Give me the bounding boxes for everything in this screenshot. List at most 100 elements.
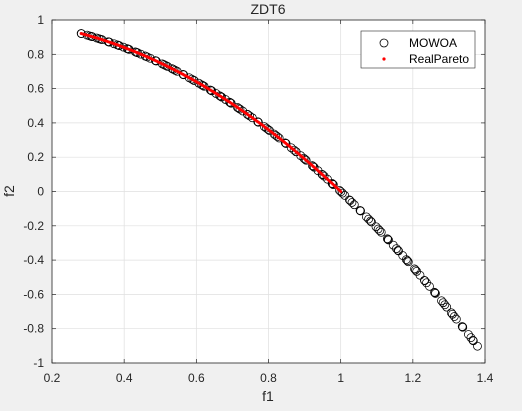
mowoa-point bbox=[438, 298, 448, 308]
mowoa-point bbox=[235, 104, 245, 114]
mowoa-point bbox=[335, 185, 344, 195]
series-mowoa bbox=[76, 29, 482, 351]
series-realpareto bbox=[79, 32, 343, 193]
mowoa-point bbox=[328, 180, 338, 189]
mowoa-point bbox=[403, 257, 413, 267]
x-tick-label: 0.6 bbox=[188, 371, 205, 385]
mowoa-point bbox=[402, 256, 412, 266]
mowoa-point bbox=[189, 76, 199, 85]
mowoa-point bbox=[281, 138, 291, 148]
mowoa-point bbox=[431, 289, 440, 298]
mowoa-point bbox=[376, 227, 386, 237]
mowoa-point bbox=[280, 138, 290, 148]
mowoa-point bbox=[225, 97, 234, 107]
mowoa-point bbox=[145, 53, 155, 63]
mowoa-point bbox=[243, 110, 253, 119]
y-tick-label: 1 bbox=[37, 13, 44, 27]
x-tick-label: 1 bbox=[337, 371, 344, 385]
legend-box bbox=[360, 30, 476, 69]
mowoa-point bbox=[349, 200, 359, 210]
mowoa-point bbox=[366, 216, 375, 226]
mowoa-point bbox=[451, 314, 461, 324]
mowoa-point bbox=[274, 133, 284, 143]
mowoa-point bbox=[261, 123, 271, 133]
mowoa-point bbox=[289, 145, 299, 155]
legend-label-realpareto: RealPareto bbox=[409, 52, 469, 66]
mowoa-point bbox=[263, 125, 273, 134]
mowoa-point bbox=[446, 308, 456, 318]
mowoa-point bbox=[187, 74, 197, 84]
legend-label-mowoa: MOWOA bbox=[409, 36, 457, 50]
mowoa-point bbox=[207, 86, 217, 96]
mowoa-point bbox=[308, 161, 317, 171]
mowoa-point bbox=[301, 155, 311, 165]
mowoa-point bbox=[308, 162, 318, 171]
y-tick-label: 0.2 bbox=[27, 150, 44, 164]
y-axis-ticks: -1 -0.8 -0.6 -0.4 -0.2 0 0.2 0.4 0.6 0.8 1 bbox=[23, 13, 485, 370]
y-tick-label: -0.4 bbox=[23, 253, 44, 267]
mowoa-point bbox=[336, 187, 346, 197]
x-tick-label: 1.2 bbox=[404, 371, 421, 385]
mowoa-point bbox=[411, 265, 420, 275]
y-tick-label: 0.6 bbox=[27, 82, 44, 96]
mowoa-point bbox=[318, 170, 328, 180]
mowoa-point bbox=[198, 81, 208, 90]
mowoa-point bbox=[140, 51, 150, 61]
mowoa-point bbox=[327, 179, 337, 188]
mowoa-point bbox=[271, 130, 281, 140]
mowoa-point bbox=[392, 244, 401, 253]
realpareto-point bbox=[339, 190, 343, 193]
chart-title: ZDT6 bbox=[251, 1, 286, 17]
mowoa-point bbox=[347, 198, 357, 207]
y-tick-label: -0.2 bbox=[23, 219, 44, 233]
mowoa-point bbox=[473, 341, 482, 351]
mowoa-point bbox=[151, 56, 161, 66]
mowoa-point bbox=[254, 117, 263, 127]
legend-marker-mowoa bbox=[379, 38, 389, 48]
mowoa-point bbox=[430, 287, 439, 297]
mowoa-point bbox=[226, 98, 235, 108]
mowoa-point bbox=[273, 132, 282, 142]
mowoa-point bbox=[382, 234, 392, 244]
mowoa-point bbox=[458, 322, 468, 332]
mowoa-point bbox=[179, 70, 188, 80]
mowoa-point bbox=[464, 330, 473, 339]
axes-box bbox=[51, 19, 486, 364]
mowoa-point bbox=[206, 86, 216, 95]
mowoa-point bbox=[468, 335, 478, 345]
y-tick-label: 0 bbox=[37, 185, 44, 199]
mowoa-point bbox=[410, 264, 419, 274]
mowoa-point bbox=[383, 235, 393, 244]
mowoa-point bbox=[364, 214, 373, 224]
y-tick-label: 0.4 bbox=[27, 116, 44, 130]
x-tick-label: 0.4 bbox=[116, 371, 133, 385]
mowoa-point bbox=[457, 322, 467, 331]
x-tick-label: 0.8 bbox=[260, 371, 277, 385]
mowoa-point bbox=[338, 188, 347, 198]
mowoa-point bbox=[136, 49, 146, 59]
x-tick-label: 0.2 bbox=[44, 371, 61, 385]
mowoa-point bbox=[393, 245, 403, 255]
mowoa-point bbox=[356, 206, 365, 216]
mowoa-point bbox=[384, 235, 393, 245]
mowoa-point bbox=[442, 302, 452, 312]
mowoa-point bbox=[344, 195, 354, 205]
mowoa-point bbox=[466, 333, 476, 343]
legend-marker-realpareto bbox=[382, 57, 386, 61]
mowoa-point bbox=[319, 171, 329, 181]
mowoa-point bbox=[226, 98, 236, 108]
mowoa-point bbox=[367, 217, 376, 227]
mowoa-point bbox=[197, 80, 206, 90]
mowoa-point bbox=[420, 275, 429, 285]
mowoa-point bbox=[184, 73, 194, 83]
mowoa-point bbox=[371, 222, 381, 232]
mowoa-point bbox=[328, 179, 338, 189]
mowoa-point bbox=[401, 255, 411, 264]
mowoa-point bbox=[234, 103, 243, 113]
y-tick-label: -0.8 bbox=[23, 322, 44, 336]
y-tick-label: 0.8 bbox=[27, 47, 44, 61]
y-axis-label: f2 bbox=[1, 185, 17, 197]
mowoa-point bbox=[415, 270, 425, 280]
